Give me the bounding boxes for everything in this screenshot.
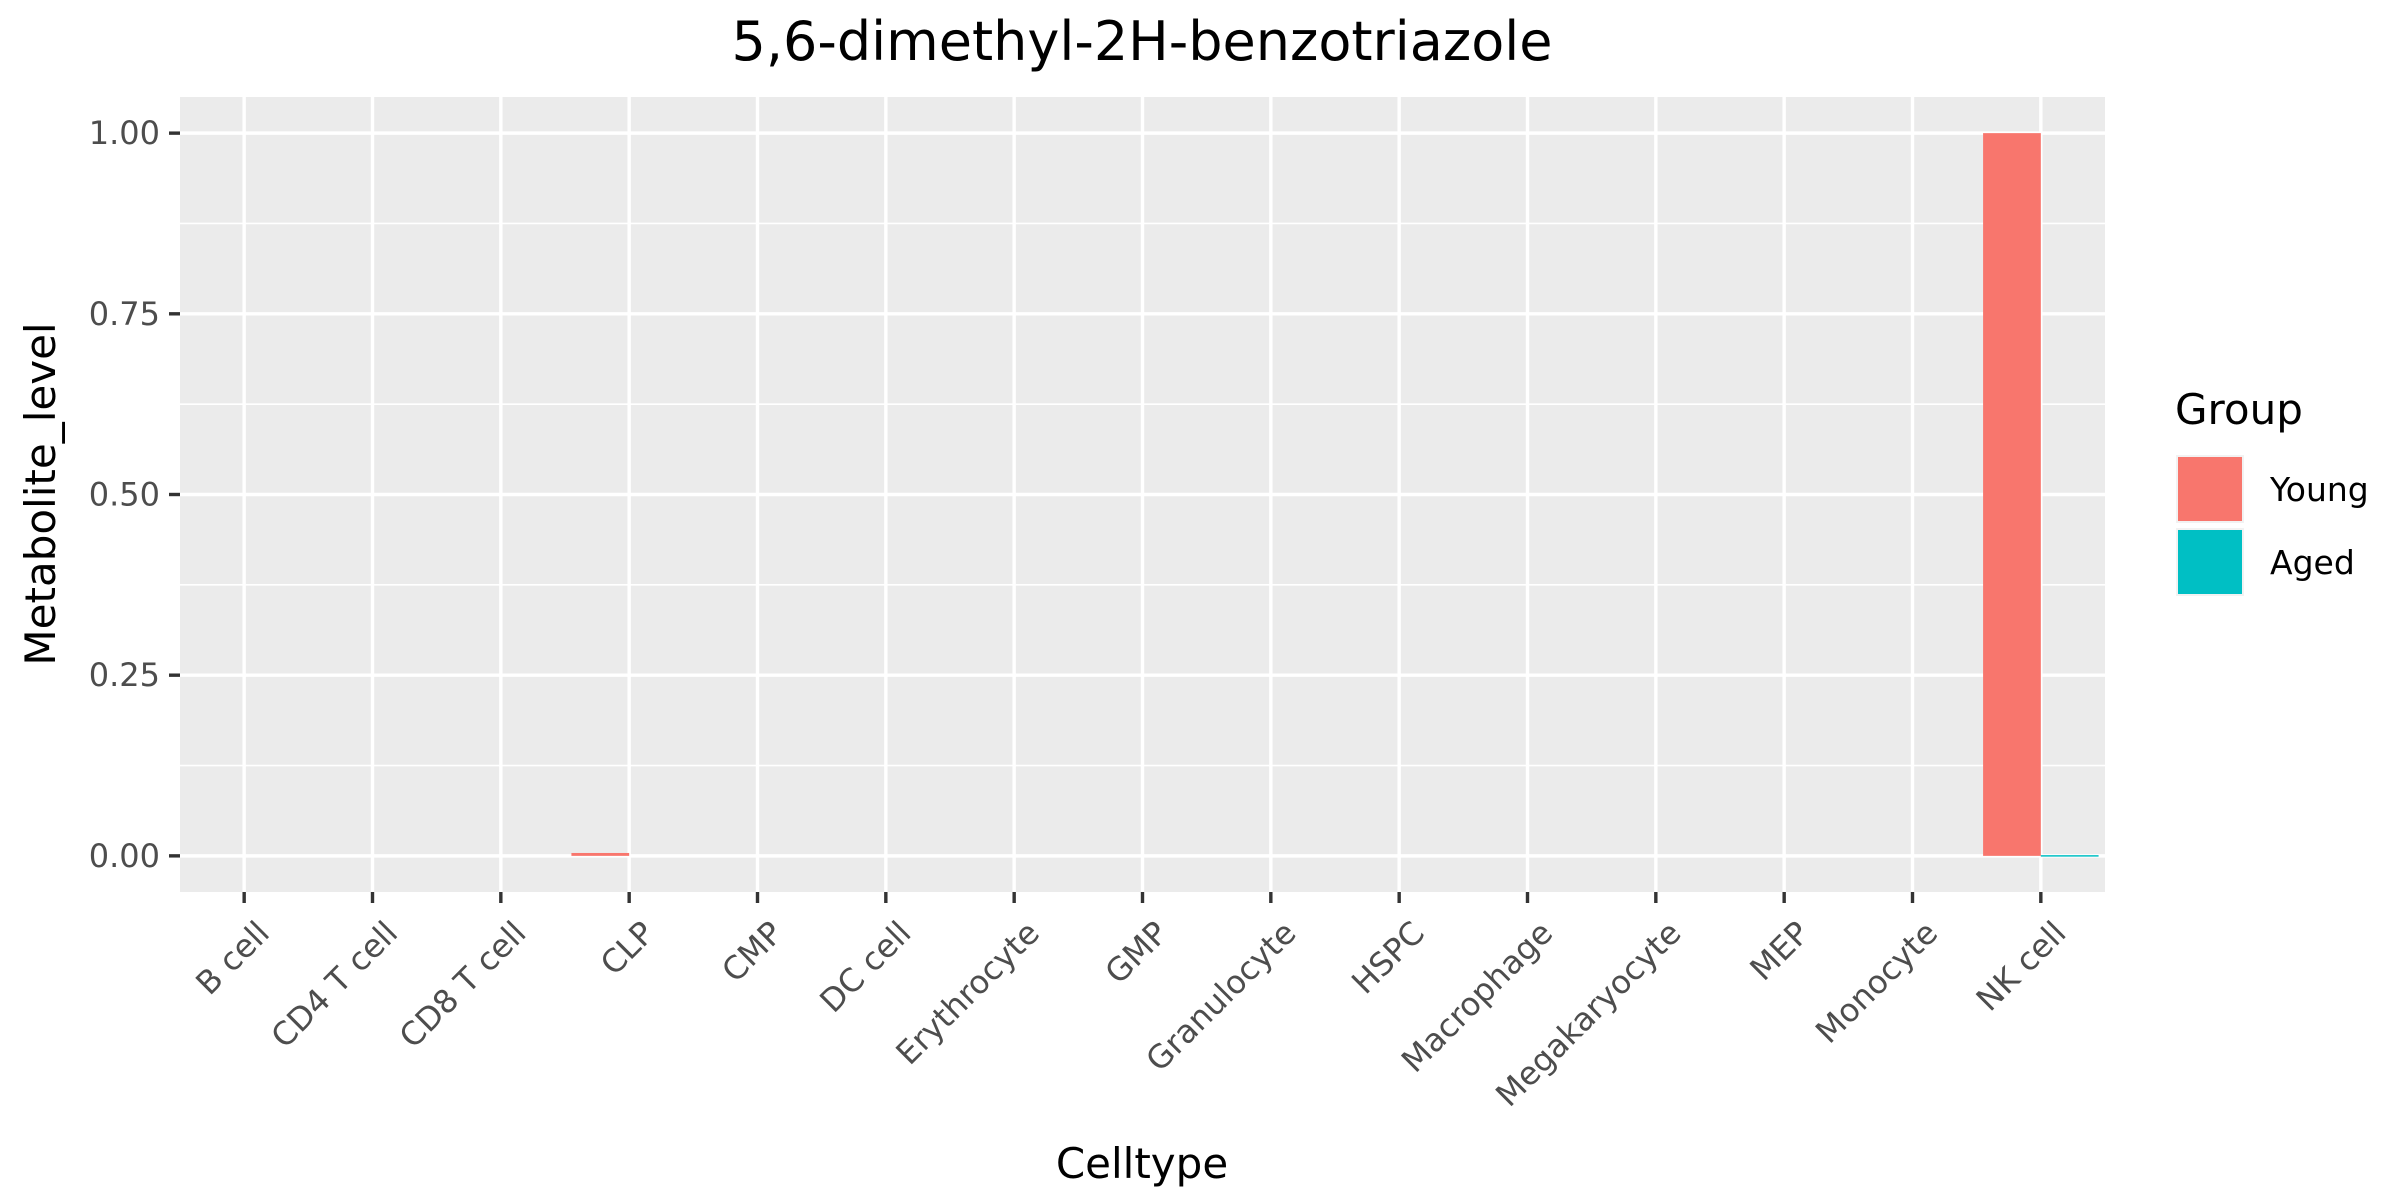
x-tick-label: NK cell: [1969, 914, 2074, 1019]
bar-aged-nk-cell: [2040, 855, 2099, 857]
x-tick-label: B cell: [188, 914, 277, 1003]
y-axis-title: Metabolite_level: [16, 322, 65, 665]
y-tick-label: 0.50: [89, 476, 160, 514]
legend: Group Young Aged: [2175, 385, 2369, 596]
chart-title: 5,6-dimethyl-2H-benzotriazole: [732, 10, 1553, 73]
y-tick-label: 0.25: [89, 656, 160, 694]
bar-young-nk-cell: [1983, 133, 2041, 856]
x-tick-label: MEP: [1742, 914, 1816, 988]
x-tick-label: DC cell: [812, 914, 918, 1020]
y-tick-label: 1.00: [89, 114, 160, 152]
x-tick-label: Monocyte: [1808, 914, 1945, 1051]
legend-label-young: Young: [2269, 470, 2369, 509]
x-tick-label: CD8 T cell: [392, 914, 534, 1056]
x-axis-title: Celltype: [1056, 1139, 1228, 1188]
x-tick-label: CD4 T cell: [263, 914, 405, 1056]
legend-label-aged: Aged: [2270, 543, 2355, 582]
bars: [571, 133, 2099, 857]
legend-swatch-aged: [2178, 530, 2242, 594]
x-tick-label: CMP: [714, 914, 790, 990]
bar-young-clp: [571, 852, 630, 856]
x-tick-label: CLP: [593, 914, 662, 983]
y-tick-label: 0.75: [89, 295, 160, 333]
x-tick-label: GMP: [1098, 914, 1176, 992]
y-tick-label: 0.00: [89, 837, 160, 875]
major-gridlines: [180, 97, 2105, 892]
legend-title: Group: [2175, 385, 2303, 434]
legend-swatch-young: [2178, 457, 2242, 521]
x-tick-label: HSPC: [1344, 914, 1432, 1002]
y-axis: 0.00 0.25 0.50 0.75 1.00: [89, 114, 180, 875]
